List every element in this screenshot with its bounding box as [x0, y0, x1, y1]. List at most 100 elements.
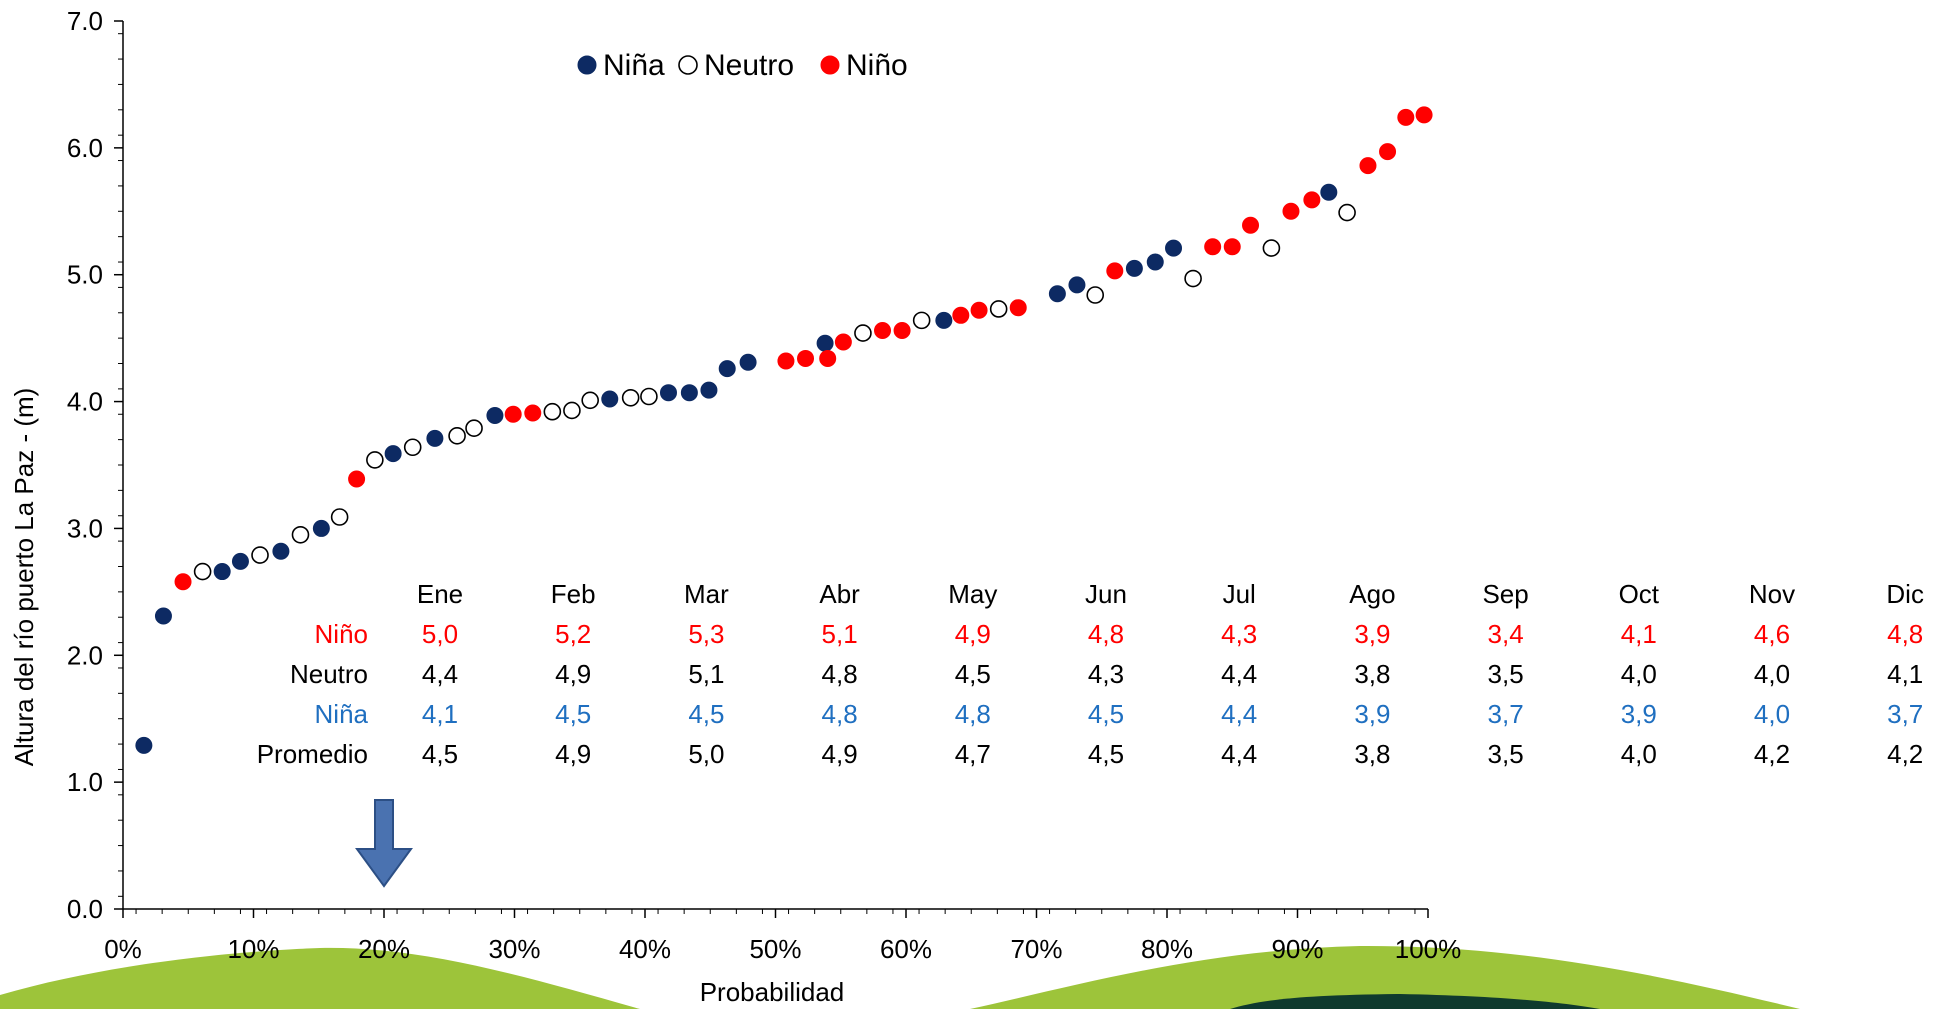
table-cell: 4,0: [1754, 659, 1790, 689]
table-cell: 4,1: [422, 699, 458, 729]
data-point-nino: [1379, 143, 1397, 161]
data-point-neutro: [581, 391, 599, 410]
x-tick-label: 90%: [1271, 934, 1323, 964]
y-tick-label: 7.0: [67, 6, 103, 36]
data-point-nina: [816, 334, 834, 352]
data-point-nina: [231, 552, 249, 570]
data-point-nina: [1320, 183, 1338, 201]
table-cell: 4,4: [1221, 659, 1257, 689]
table-cell: 3,9: [1354, 699, 1390, 729]
data-point-neutro: [563, 401, 581, 420]
data-point-nina: [659, 384, 677, 402]
data-point-nino: [1106, 262, 1124, 280]
data-point-neutro: [193, 562, 212, 581]
table-month-header: May: [948, 579, 997, 609]
axes: 0.0 1.0 2.0 3.0 4.0 5.0 6.0 7.0 0% 10% 20% 30% 40% 50…: [67, 6, 1461, 964]
table-cell: 4,5: [422, 739, 458, 769]
table-month-header: Oct: [1619, 579, 1660, 609]
table-cell: 4,5: [955, 659, 991, 689]
table-cell: 4,8: [1088, 619, 1124, 649]
table-cell: 4,9: [955, 619, 991, 649]
data-point-nino: [348, 470, 366, 488]
data-point-nina: [1125, 259, 1143, 277]
table-cell: 3,9: [1621, 699, 1657, 729]
data-point-nino: [1223, 238, 1241, 256]
legend-label: Niña: [603, 49, 665, 82]
data-point-neutro: [912, 311, 931, 330]
legend-marker: [678, 55, 698, 75]
data-point-neutro: [1262, 239, 1281, 257]
table-row-label: Neutro: [290, 659, 368, 689]
table-cell: 4,5: [688, 699, 724, 729]
table-cell: 4,8: [822, 699, 858, 729]
dark-band: [1230, 994, 1600, 1009]
right-hill: [970, 945, 1800, 1009]
data-point-nina: [135, 736, 153, 754]
data-point-nina: [718, 360, 736, 378]
data-point-nino: [952, 306, 970, 324]
data-point-neutro: [1338, 203, 1356, 222]
left-hill: [0, 947, 640, 1009]
monthly-table: Ene Feb Mar Abr May Jun Jul Ago Sep Oct Nov Dic Niño…: [257, 579, 1924, 769]
table-month-header: Mar: [684, 579, 729, 609]
data-point-nina: [739, 353, 757, 371]
x-tick-label: 20%: [358, 934, 410, 964]
data-point-nina: [312, 519, 330, 537]
table-cell: 3,5: [1488, 659, 1524, 689]
y-tick-label: 4.0: [67, 387, 103, 417]
table-cell: 3,5: [1488, 739, 1524, 769]
data-point-nino: [504, 405, 522, 423]
y-tick-label: 1.0: [67, 767, 103, 797]
table-row-label: Niña: [315, 699, 369, 729]
data-point-neutro: [854, 324, 872, 342]
data-point-nino: [819, 349, 837, 367]
x-tick-label: 50%: [749, 934, 801, 964]
table-cell: 4,9: [822, 739, 858, 769]
table-month-header: Ene: [417, 579, 463, 609]
data-point-nino: [1359, 157, 1377, 175]
data-point-nino: [524, 404, 542, 422]
data-point-neutro: [621, 388, 640, 407]
table-cell: 4,8: [1887, 619, 1923, 649]
table-cell: 3,4: [1488, 619, 1524, 649]
legend: Niña Neutro Niño: [577, 49, 908, 82]
data-point-nina: [272, 542, 290, 560]
table-cell: 4,0: [1621, 739, 1657, 769]
data-point-nina: [1165, 239, 1183, 257]
table-cell: 4,5: [555, 699, 591, 729]
table-cell: 5,1: [688, 659, 724, 689]
data-point-nino: [834, 333, 852, 351]
data-point-nino: [1397, 108, 1415, 126]
data-point-nina: [1068, 276, 1086, 294]
table-cell: 4,8: [955, 699, 991, 729]
data-point-nina: [154, 607, 172, 625]
table-row-label: Niño: [315, 619, 368, 649]
table-cell: 4,2: [1754, 739, 1790, 769]
data-point-nina: [601, 390, 619, 408]
table-month-header: Jul: [1223, 579, 1256, 609]
legend-marker: [577, 55, 597, 75]
data-point-neutro: [1086, 286, 1105, 304]
down-arrow-shape: [355, 799, 413, 888]
table-month-header: Nov: [1749, 579, 1795, 609]
data-point-nino: [797, 349, 815, 367]
table-cell: 3,7: [1488, 699, 1524, 729]
table-cell: 4,1: [1621, 619, 1657, 649]
x-axis-title: Probabilidad: [700, 977, 845, 1007]
table-cell: 5,0: [422, 619, 458, 649]
data-point-nino: [874, 322, 892, 340]
data-point-nina: [1048, 285, 1066, 303]
data-point-neutro: [403, 438, 422, 457]
data-point-nino: [970, 301, 988, 319]
table-cell: 4,3: [1088, 659, 1124, 689]
y-tick-label: 6.0: [67, 133, 103, 163]
table-cell: 4,8: [822, 659, 858, 689]
table-cell: 4,5: [1088, 699, 1124, 729]
table-cell: 5,0: [688, 739, 724, 769]
data-point-neutro: [251, 546, 269, 564]
table-row-label: Promedio: [257, 739, 368, 769]
data-point-nino: [1282, 202, 1300, 220]
x-tick-label: 30%: [488, 934, 540, 964]
data-point-nino: [1415, 106, 1433, 124]
